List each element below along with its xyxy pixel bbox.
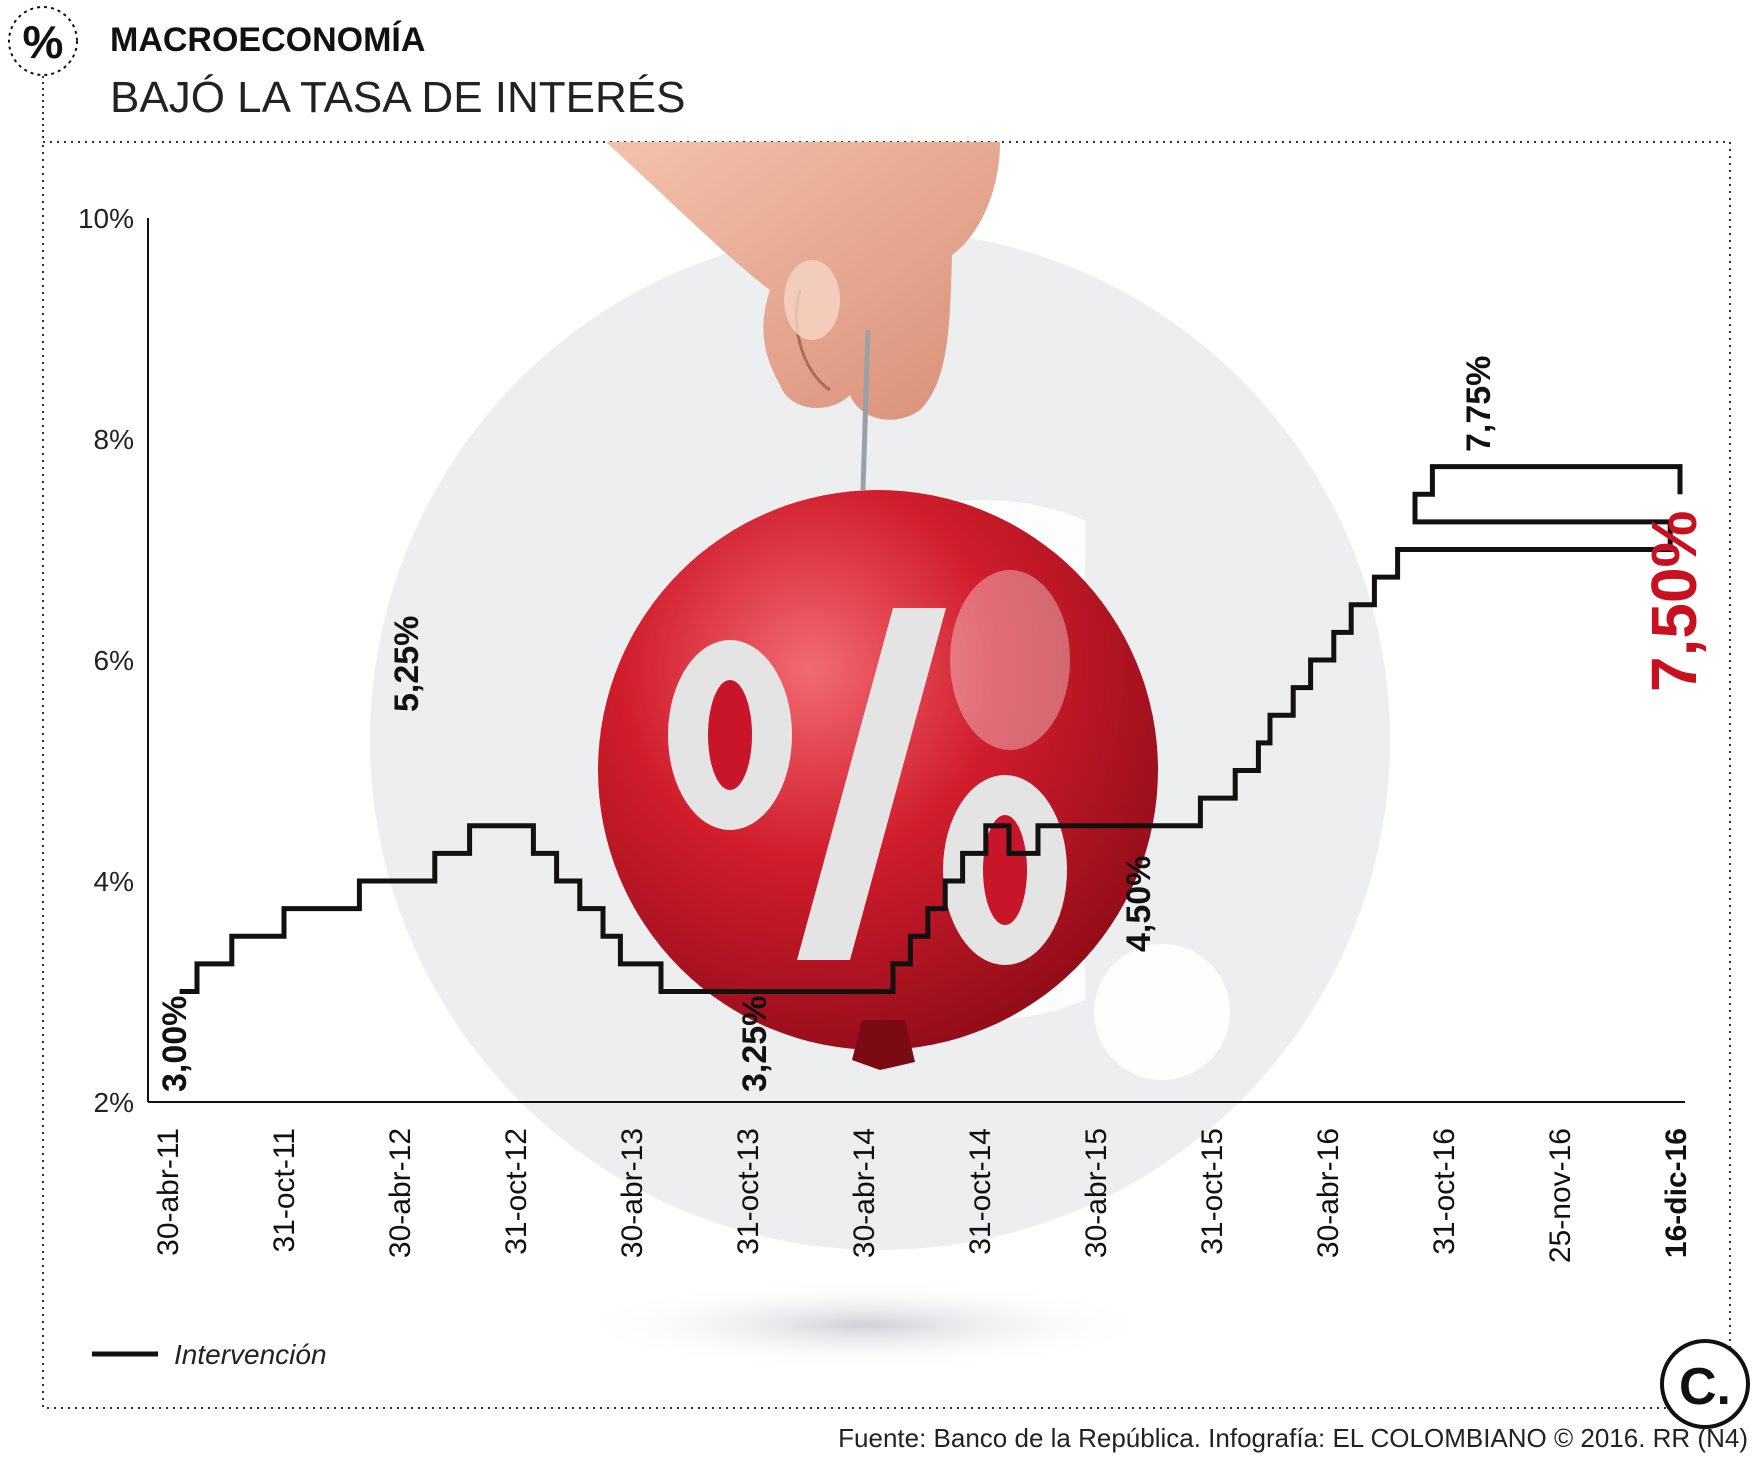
annotations: 3,00% 5,25% 3,25% 4,50% 7,75% 7,50% <box>156 356 1710 1092</box>
balloon-knot <box>852 1020 915 1070</box>
legend: Intervención <box>92 1339 327 1370</box>
y-axis-ticks: 2% 4% 6% 8% 10% <box>78 203 134 1118</box>
x-tick-label: 30-abr-12 <box>384 1128 417 1258</box>
data-label: 7,75% <box>1460 356 1498 452</box>
source-credit: Fuente: Banco de la República. Infografí… <box>838 1423 1748 1453</box>
y-tick-label: 4% <box>94 866 134 897</box>
chart-frame <box>42 76 1731 1409</box>
data-label: 4,50% <box>1120 856 1158 952</box>
data-label: 7,50% <box>1638 511 1710 692</box>
balloon-illustration <box>598 490 1158 1070</box>
percent-icon: % <box>23 16 64 68</box>
intervencion-line <box>179 464 1683 994</box>
y-tick-label: 2% <box>94 1087 134 1118</box>
x-tick-label: 31-oct-15 <box>1196 1128 1229 1255</box>
data-label: 3,25% <box>736 996 774 1092</box>
header: % MACROECONOMÍA BAJÓ LA TASA DE INTERÉS <box>8 6 685 122</box>
x-tick-label: 31-oct-12 <box>500 1128 533 1255</box>
x-tick-label: 31-oct-16 <box>1428 1128 1461 1255</box>
x-tick-label: 30-abr-11 <box>152 1128 185 1256</box>
legend-label: Intervención <box>174 1339 327 1370</box>
needle <box>860 329 871 491</box>
page-title: BAJÓ LA TASA DE INTERÉS <box>110 73 685 122</box>
y-tick-label: 8% <box>94 424 134 455</box>
x-tick-label: 31-oct-13 <box>732 1128 765 1255</box>
axes <box>147 218 1685 1103</box>
data-label: 3,00% <box>156 996 194 1092</box>
x-tick-label: 30-abr-15 <box>1080 1128 1113 1258</box>
x-tick-label: 31-oct-11 <box>268 1128 301 1253</box>
x-tick-label: 30-abr-14 <box>848 1128 881 1258</box>
x-tick-label: 30-abr-13 <box>616 1128 649 1258</box>
percent-icon-ring <box>8 6 78 76</box>
logo-text: C. <box>1679 1358 1731 1416</box>
x-axis-ticks: 30-abr-11 31-oct-11 30-abr-12 31-oct-12 30-a… <box>152 1128 1693 1263</box>
hand-with-needle-illustration <box>606 142 1000 491</box>
section-label: MACROECONOMÍA <box>110 21 425 59</box>
x-tick-label: 30-abr-16 <box>1312 1128 1345 1258</box>
x-tick-label: 31-oct-14 <box>964 1128 997 1255</box>
el-colombiano-logo: C. <box>1660 1339 1750 1429</box>
y-tick-label: 10% <box>78 203 134 234</box>
data-label: 5,25% <box>388 616 426 712</box>
x-tick-label: 25-nov-16 <box>1544 1128 1577 1263</box>
x-tick-label: 16-dic-16 <box>1660 1128 1693 1258</box>
y-tick-label: 6% <box>94 645 134 676</box>
